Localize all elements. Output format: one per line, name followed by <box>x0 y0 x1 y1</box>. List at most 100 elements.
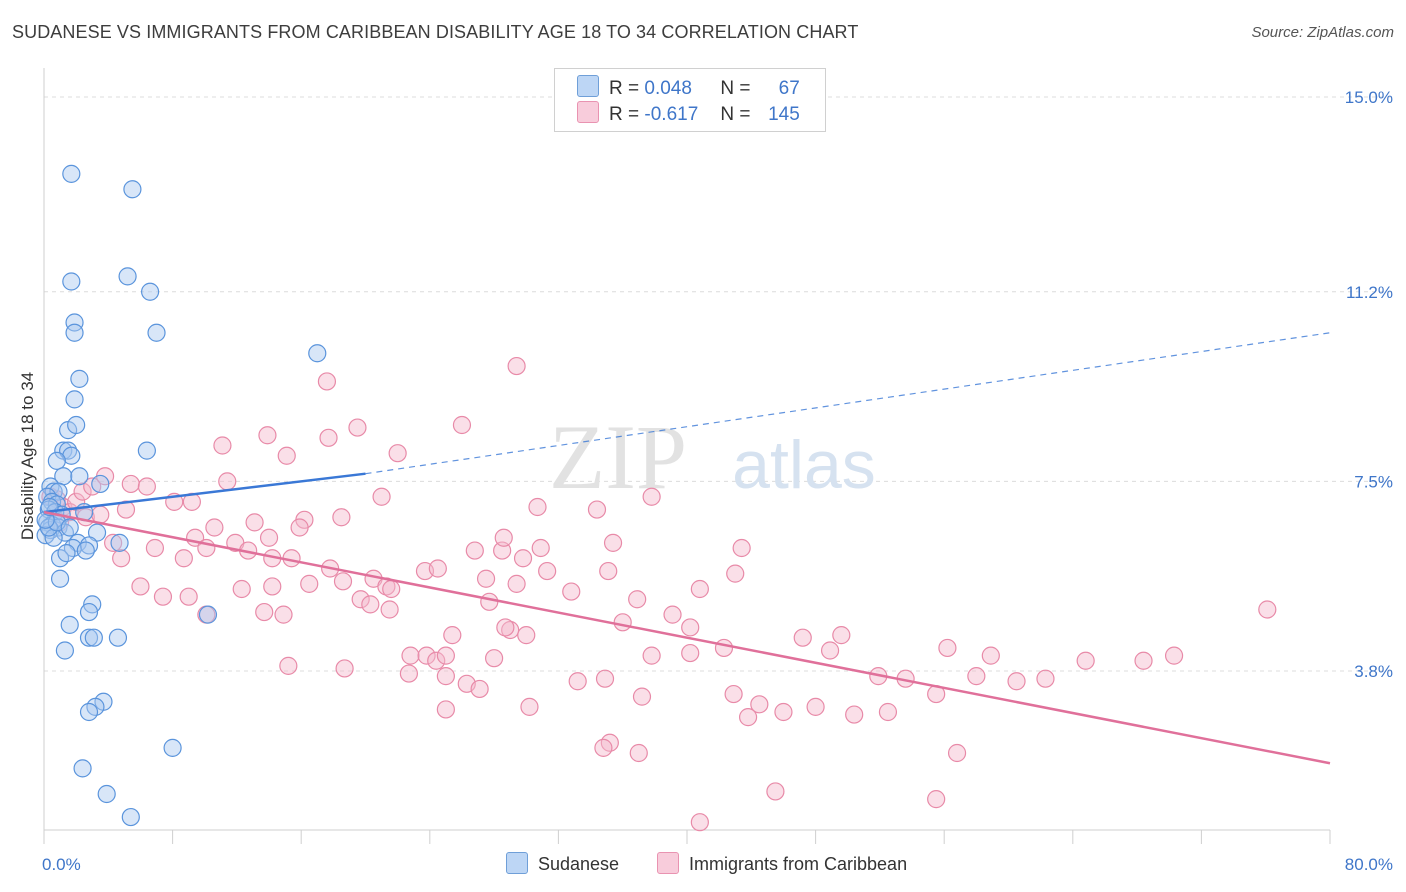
caribbean-point <box>91 505 110 524</box>
sudanese-point <box>97 784 116 804</box>
stats-legend: R = 0.048 N = 67 R = -0.617 N = 145 <box>554 68 826 132</box>
caribbean-point <box>255 602 274 622</box>
legend-swatch-sudanese <box>577 75 599 97</box>
caribbean-point <box>496 618 515 637</box>
caribbean-point <box>465 541 484 560</box>
caribbean-point <box>290 518 309 537</box>
sudanese-points <box>36 164 327 827</box>
caribbean-point <box>690 813 709 832</box>
watermark-zip: ZIP <box>549 406 687 508</box>
caribbean-point <box>629 743 648 763</box>
caribbean-point <box>690 579 709 599</box>
caribbean-point <box>382 579 401 599</box>
chart-title: SUDANESE VS IMMIGRANTS FROM CARIBBEAN DI… <box>12 22 859 42</box>
caribbean-point <box>436 700 455 719</box>
caribbean-point <box>1258 600 1277 619</box>
caribbean-point <box>476 569 496 588</box>
caribbean-point <box>981 646 1000 665</box>
sudanese-point <box>67 415 86 435</box>
legend-n-value: 67 <box>778 78 800 99</box>
caribbean-point <box>380 600 399 619</box>
watermark-atlas: atlas <box>732 427 876 503</box>
legend-r-value: 0.048 <box>644 78 692 99</box>
caribbean-point <box>599 561 618 581</box>
y-axis-label: Disability Age 18 to 34 <box>18 372 37 540</box>
caribbean-point <box>766 782 785 801</box>
legend-n-label: N = <box>720 78 751 99</box>
caribbean-point <box>121 474 140 494</box>
legend-item-sudanese: Sudanese <box>506 852 619 875</box>
sudanese-point <box>79 628 99 647</box>
caribbean-point <box>213 436 232 455</box>
caribbean-point <box>332 508 351 527</box>
sudanese-point <box>76 541 95 560</box>
trend-lines <box>43 332 1331 765</box>
sudanese-point <box>198 605 218 624</box>
sudanese-point <box>57 544 76 563</box>
y-tick-label: 15.0% <box>1345 88 1393 107</box>
sudanese-trend-line <box>43 472 366 514</box>
caribbean-point <box>417 646 436 665</box>
sudanese-point <box>62 446 81 465</box>
sudanese-point <box>91 474 110 494</box>
caribbean-point <box>878 702 898 722</box>
caribbean-point <box>726 564 745 583</box>
legend-item-caribbean: Immigrants from Caribbean <box>657 852 907 875</box>
legend-row-sudanese: R = 0.048 N = 67 <box>577 75 800 101</box>
legend-r-value: -0.617 <box>644 104 699 125</box>
caribbean-point <box>1134 651 1153 670</box>
caribbean-point <box>806 697 825 716</box>
source-credit: Source: ZipAtlas.com <box>1251 24 1394 41</box>
caribbean-point <box>738 708 758 727</box>
caribbean-point <box>263 577 282 596</box>
sudanese-point <box>65 390 84 409</box>
caribbean-point <box>274 605 293 624</box>
sudanese-point <box>47 451 66 470</box>
sudanese-point <box>59 441 78 460</box>
caribbean-point <box>507 356 526 376</box>
caribbean-point <box>520 697 539 716</box>
sudanese-point <box>60 615 79 634</box>
caribbean-point <box>832 626 851 645</box>
caribbean-point <box>1007 672 1026 691</box>
sudanese-point <box>121 807 140 827</box>
sudanese-point <box>308 344 327 363</box>
caribbean-point <box>681 643 700 663</box>
caribbean-point <box>507 574 526 593</box>
sudanese-point <box>62 164 81 183</box>
legend-label-sudanese: Sudanese <box>538 854 620 874</box>
sudanese-point <box>123 180 142 199</box>
sudanese-point <box>140 282 160 301</box>
caribbean-point <box>517 626 536 645</box>
caribbean-point <box>1164 646 1184 665</box>
caribbean-point <box>443 626 462 645</box>
sudanese-point <box>50 569 70 588</box>
caribbean-point <box>724 684 743 704</box>
caribbean-trend-line <box>43 510 1331 765</box>
caribbean-point <box>613 613 632 632</box>
caribbean-point <box>333 572 353 591</box>
caribbean-point <box>335 659 354 678</box>
caribbean-point <box>927 790 946 809</box>
caribbean-point <box>632 687 652 706</box>
caribbean-point <box>594 738 613 757</box>
caribbean-point <box>568 672 587 691</box>
legend-swatch-caribbean <box>657 852 679 874</box>
caribbean-point <box>587 500 607 519</box>
caribbean-point <box>845 705 864 724</box>
sudanese-point <box>60 518 79 537</box>
caribbean-point <box>793 628 812 647</box>
legend-n-label: N = <box>720 104 751 125</box>
caribbean-point <box>351 590 370 609</box>
caribbean-point <box>1076 651 1095 670</box>
caribbean-point <box>820 641 840 660</box>
sudanese-point <box>79 602 99 622</box>
caribbean-point <box>663 605 682 624</box>
sudanese-point <box>84 628 103 647</box>
caribbean-point <box>427 651 446 670</box>
caribbean-point <box>452 415 472 435</box>
sudanese-point <box>55 641 74 660</box>
y-tick-label: 11.2% <box>1346 283 1393 302</box>
caribbean-point <box>137 477 156 496</box>
caribbean-point <box>436 667 455 686</box>
